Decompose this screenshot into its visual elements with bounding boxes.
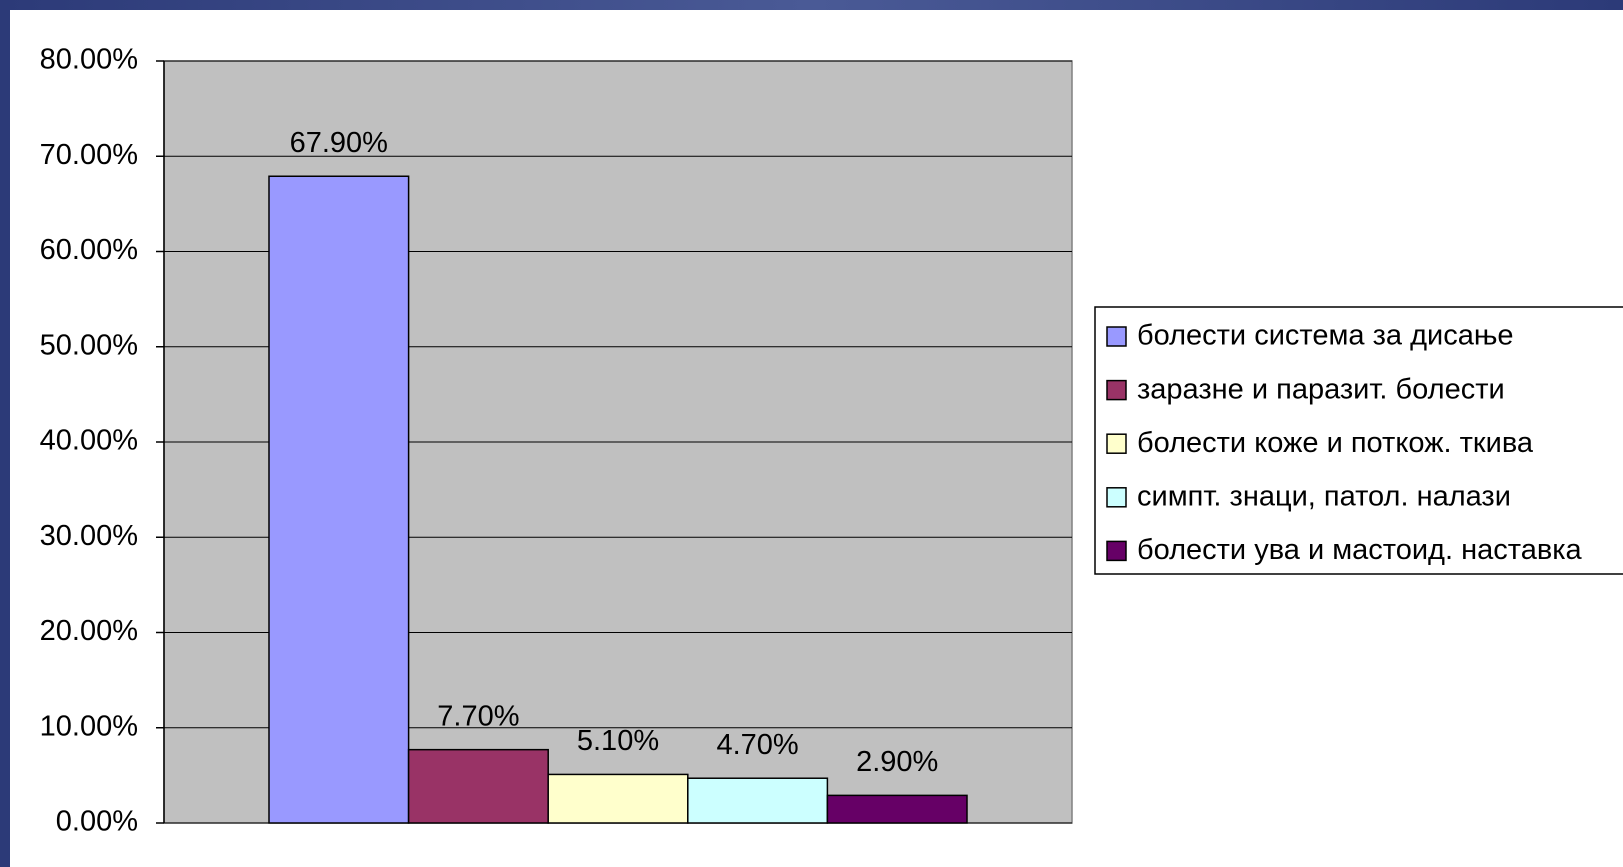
legend-box — [1094, 306, 1623, 575]
bar — [826, 794, 968, 824]
y-tick-label: 60.00% — [40, 234, 138, 266]
legend-label: болести система за дисање — [1137, 320, 1514, 352]
legend-swatch — [1106, 433, 1127, 454]
legend-label: болести коже и поткож. ткива — [1137, 427, 1534, 459]
y-tick-label: 20.00% — [40, 615, 138, 647]
legend-label: симпт. знаци, патол. налази — [1137, 480, 1511, 512]
bar — [547, 773, 689, 824]
y-tick-label: 0.00% — [56, 806, 138, 838]
data-label: 4.70% — [716, 729, 798, 761]
y-tick-label: 80.00% — [40, 44, 138, 76]
legend-swatch — [1106, 487, 1127, 508]
y-tick-label: 70.00% — [40, 139, 138, 171]
legend-swatch — [1106, 540, 1127, 562]
legend-swatch — [1106, 326, 1127, 347]
data-label: 2.90% — [856, 746, 938, 778]
legend-label: заразне и паразит. болести — [1137, 373, 1505, 405]
data-label: 7.70% — [437, 700, 519, 732]
data-label: 5.10% — [577, 725, 659, 757]
bar — [687, 777, 829, 824]
legend-swatch — [1106, 379, 1127, 401]
y-tick-label: 30.00% — [40, 520, 138, 552]
data-label: 67.90% — [290, 127, 388, 159]
y-tick-label: 10.00% — [40, 710, 138, 742]
y-tick-label: 40.00% — [40, 425, 138, 457]
y-tick-label: 50.00% — [40, 329, 138, 361]
bar — [268, 175, 410, 824]
bar — [407, 748, 549, 824]
legend-label: болести ува и мастоид. наставка — [1137, 534, 1583, 566]
